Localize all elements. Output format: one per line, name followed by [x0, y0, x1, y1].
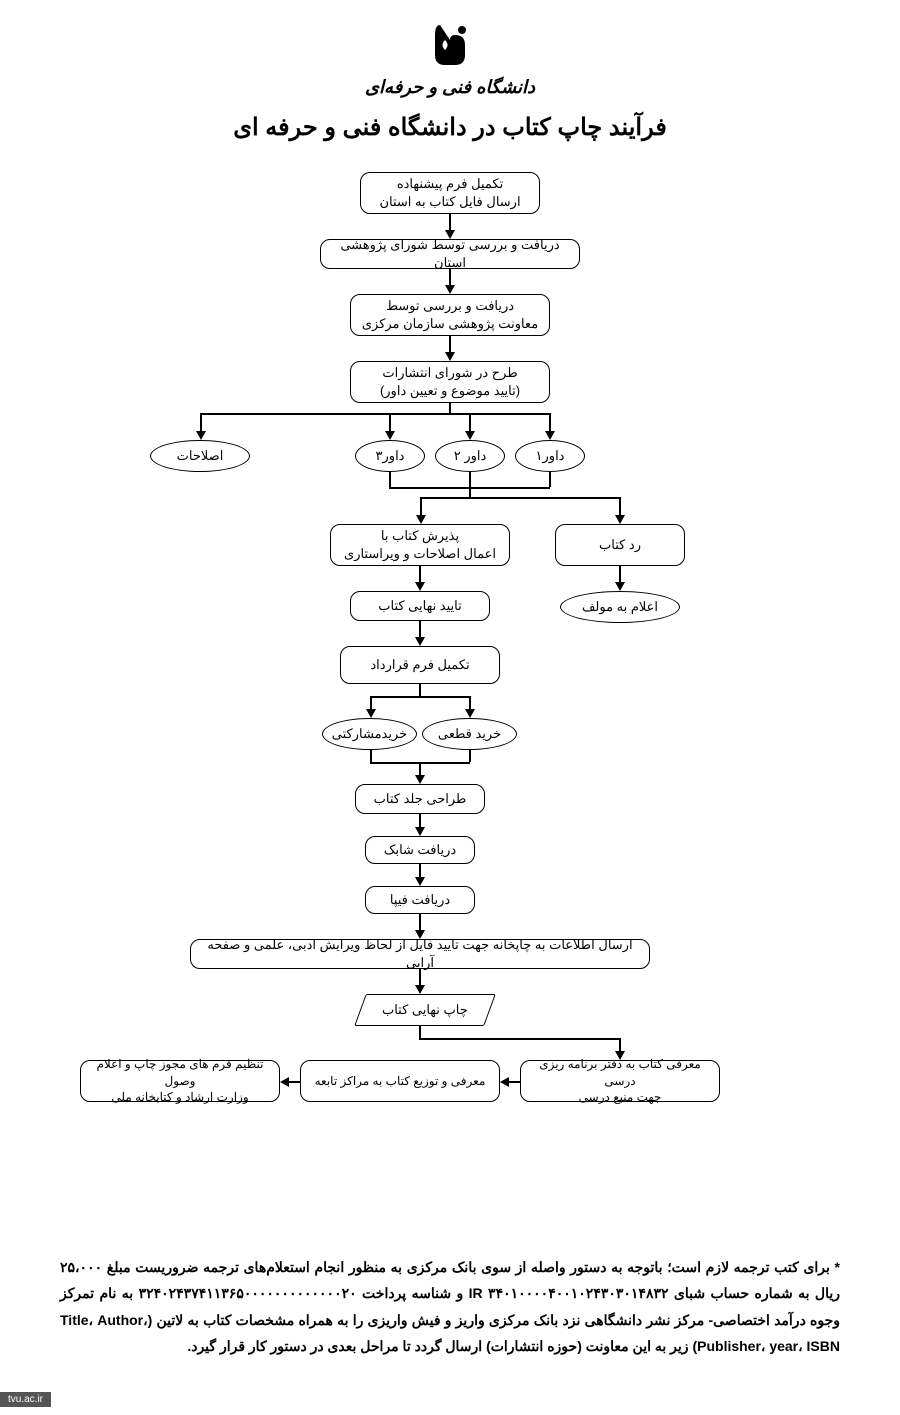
- node-label: تکمیل فرم قرارداد: [370, 656, 469, 674]
- node-label: طرح در شورای انتشارات (تایید موضوع و تعی…: [380, 364, 520, 400]
- node-buy-definitive: خرید قطعی: [422, 718, 517, 750]
- node-label: داور۳: [376, 447, 405, 465]
- node-label: طراحی جلد کتاب: [374, 790, 467, 808]
- node-label: تنظیم فرم های مجوز چاپ و اعلام وصول وزار…: [89, 1056, 271, 1106]
- node-press: ارسال اطلاعات به چاپخانه جهت تایید فایل …: [190, 939, 650, 969]
- node-label: اصلاحات: [177, 447, 224, 465]
- node-cover-design: طراحی جلد کتاب: [355, 784, 485, 814]
- node-intro-curriculum: معرفی کتاب به دفتر برنامه ریزی درسی جهت …: [520, 1060, 720, 1102]
- logo-area: دانشگاه فنی و حرفه‌ای: [0, 0, 900, 98]
- flowchart: تکمیل فرم پیشنهاده ارسال فایل کتاب به اس…: [0, 172, 900, 1222]
- node-distribute-centers: معرفی و توزیع کتاب به مراکز تابعه: [300, 1060, 500, 1102]
- node-reviewer-1: داور۱: [515, 440, 585, 472]
- node-label: دریافت شابک: [384, 841, 456, 859]
- node-final-print: چاپ نهایی کتاب: [354, 994, 496, 1026]
- node-buy-participatory: خریدمشارکتی: [322, 718, 417, 750]
- node-accept: پذیرش کتاب با اعمال اصلاحات و ویراستاری: [330, 524, 510, 566]
- page-title: فرآیند چاپ کتاب در دانشگاه فنی و حرفه ای: [0, 113, 900, 142]
- footnote: * برای کتب ترجمه لازم است؛ باتوجه به دست…: [60, 1254, 840, 1360]
- node-start: تکمیل فرم پیشنهاده ارسال فایل کتاب به اس…: [360, 172, 540, 214]
- footer-badge: tvu.ac.ir: [0, 1392, 51, 1407]
- node-reject: رد کتاب: [555, 524, 685, 566]
- node-label: دریافت و بررسی توسط شورای پژوهشی استان: [329, 236, 571, 272]
- node-label: خرید قطعی: [438, 725, 501, 743]
- node-label: پذیرش کتاب با اعمال اصلاحات و ویراستاری: [344, 527, 496, 563]
- node-isbn: دریافت شابک: [365, 836, 475, 864]
- node-central-review: دریافت و بررسی توسط معاونت پژوهشی سازمان…: [350, 294, 550, 336]
- node-label: دریافت فیپا: [390, 891, 450, 909]
- node-label: معرفی کتاب به دفتر برنامه ریزی درسی جهت …: [529, 1056, 711, 1106]
- node-label: ارسال اطلاعات به چاپخانه جهت تایید فایل …: [199, 936, 641, 972]
- node-label: دریافت و بررسی توسط معاونت پژوهشی سازمان…: [362, 297, 538, 333]
- node-label: خریدمشارکتی: [332, 725, 407, 743]
- node-reviewer-2: داور ۲: [435, 440, 505, 472]
- node-fipa: دریافت فیپا: [365, 886, 475, 914]
- node-label: تکمیل فرم پیشنهاده ارسال فایل کتاب به اس…: [379, 175, 520, 211]
- node-province-review: دریافت و بررسی توسط شورای پژوهشی استان: [320, 239, 580, 269]
- node-label: رد کتاب: [599, 536, 641, 554]
- node-label: داور۱: [536, 447, 565, 465]
- node-label: داور ۲: [454, 447, 487, 465]
- node-label: تایید نهایی کتاب: [378, 597, 462, 615]
- node-notify-author: اعلام به مولف: [560, 591, 680, 623]
- node-label: اعلام به مولف: [582, 598, 658, 616]
- node-corrections: اصلاحات: [150, 440, 250, 472]
- node-permits: تنظیم فرم های مجوز چاپ و اعلام وصول وزار…: [80, 1060, 280, 1102]
- node-label: معرفی و توزیع کتاب به مراکز تابعه: [315, 1073, 486, 1090]
- node-reviewer-3: داور۳: [355, 440, 425, 472]
- node-final-approve: تایید نهایی کتاب: [350, 591, 490, 621]
- university-logo-icon: [420, 20, 480, 70]
- node-label: چاپ نهایی کتاب: [382, 1001, 468, 1019]
- node-publication-council: طرح در شورای انتشارات (تایید موضوع و تعی…: [350, 361, 550, 403]
- node-contract: تکمیل فرم قرارداد: [340, 646, 500, 684]
- logo-text: دانشگاه فنی و حرفه‌ای: [0, 77, 900, 98]
